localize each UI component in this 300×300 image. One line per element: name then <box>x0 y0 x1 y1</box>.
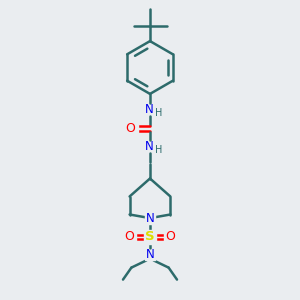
Text: S: S <box>145 230 155 244</box>
Bar <box>145 213 155 224</box>
Bar <box>164 232 176 242</box>
Text: N: N <box>144 103 153 116</box>
Text: O: O <box>125 230 134 244</box>
Text: O: O <box>166 230 175 244</box>
Text: H: H <box>155 145 162 155</box>
Text: H: H <box>155 108 162 118</box>
Text: N: N <box>146 212 154 225</box>
Bar <box>125 123 138 134</box>
Bar <box>145 250 155 260</box>
Text: N: N <box>146 248 154 262</box>
Text: O: O <box>125 122 135 135</box>
Text: N: N <box>144 140 153 153</box>
Bar <box>124 232 136 242</box>
Bar <box>144 230 156 244</box>
